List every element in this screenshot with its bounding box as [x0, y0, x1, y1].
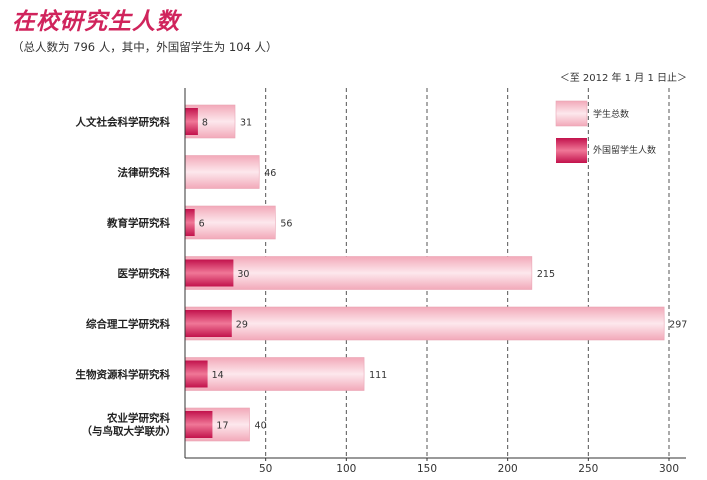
legend-label-total: 学生总数 [593, 108, 629, 120]
x-tick-label-200: 200 [498, 463, 518, 475]
category-label-2: 教育学研究科 [106, 217, 170, 230]
x-tick-label-100: 100 [336, 463, 356, 475]
value-label-total-1: 46 [264, 168, 276, 179]
value-label-total-6: 40 [255, 421, 267, 432]
bar-total-5 [184, 357, 365, 391]
bar-foreign-5 [185, 360, 208, 388]
value-label-total-4: 297 [669, 320, 687, 331]
bar-foreign-4 [185, 310, 232, 337]
legend-label-foreign: 外国留学生人数 [593, 144, 656, 156]
bar-total-2 [184, 205, 276, 240]
legend-swatch-total [555, 100, 588, 127]
category-label-6: 农业学研究科（与鸟取大学联办） [82, 412, 177, 438]
value-label-foreign-0: 8 [202, 118, 208, 129]
x-tick-label-300: 300 [659, 463, 679, 475]
value-label-foreign-3: 30 [237, 269, 249, 280]
date-note: ＜至 2012 年 1 月 1 日止＞ [559, 73, 687, 84]
value-label-total-3: 215 [537, 269, 555, 280]
value-label-total-0: 31 [240, 118, 252, 129]
x-tick-label-250: 250 [578, 463, 598, 475]
category-label-line-6-0: 农业学研究科 [106, 412, 170, 425]
value-label-foreign-6: 17 [216, 421, 228, 432]
category-label-1: 法律研究科 [118, 166, 171, 179]
x-tick-label-150: 150 [417, 463, 437, 475]
x-tick-label-50: 50 [259, 463, 272, 475]
value-label-total-2: 56 [280, 219, 292, 230]
page-title: 在校研究生人数 [12, 9, 180, 35]
bar-foreign-2 [185, 209, 195, 236]
value-label-foreign-4: 29 [236, 320, 248, 331]
bar-total-3 [184, 256, 533, 290]
bar-foreign-6 [185, 411, 213, 438]
category-label-line-6-1: （与鸟取大学联办） [82, 425, 177, 438]
bar-total-1 [184, 155, 260, 189]
value-label-foreign-5: 14 [212, 370, 224, 381]
bar-foreign-0 [185, 108, 198, 135]
value-label-foreign-2: 6 [199, 219, 205, 230]
bar-total-4 [184, 306, 665, 341]
value-label-total-5: 111 [369, 370, 387, 381]
bar-foreign-3 [185, 259, 234, 287]
category-label-0: 人文社会科学研究科 [76, 116, 171, 129]
legend-swatch-foreign [556, 138, 587, 163]
category-label-3: 医学研究科 [118, 267, 171, 280]
category-label-4: 综合理工学研究科 [86, 318, 170, 331]
category-label-5: 生物资源科学研究科 [76, 368, 171, 381]
page-subtitle: （总人数为 796 人，其中，外国留学生为 104 人） [12, 40, 278, 54]
